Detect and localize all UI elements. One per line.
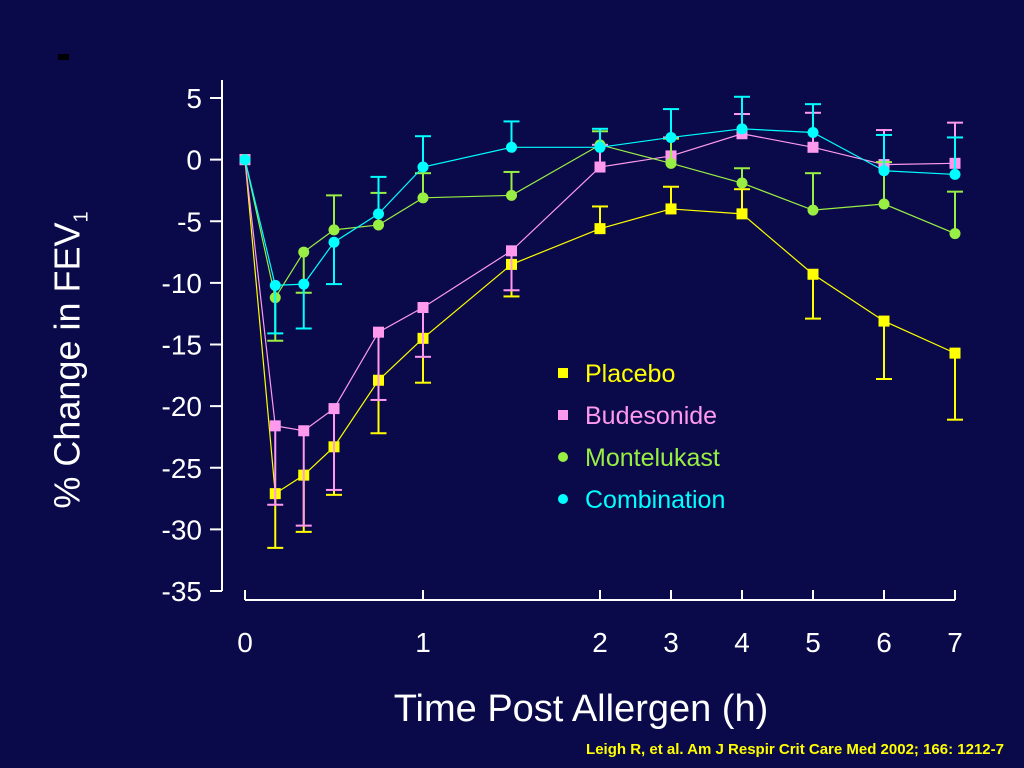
y-tick-label: -15 <box>162 330 202 361</box>
citation: Leigh R, et al. Am J Respir Crit Care Me… <box>586 741 1004 758</box>
data-point <box>949 228 961 240</box>
y-tick-label: -5 <box>177 206 202 237</box>
legend-label: Combination <box>585 486 725 514</box>
data-point <box>807 141 819 153</box>
data-point <box>594 223 606 235</box>
x-tick-label: 4 <box>734 627 750 658</box>
data-point <box>949 347 961 359</box>
legend-marker <box>558 452 568 462</box>
data-point <box>417 302 429 314</box>
data-point <box>736 123 748 135</box>
data-point <box>736 177 748 189</box>
legend-marker <box>558 410 568 420</box>
data-point <box>594 141 606 153</box>
x-tick-label: 2 <box>592 627 608 658</box>
y-axis-label-text: % Change in FEV <box>46 222 88 509</box>
data-point <box>594 161 606 173</box>
y-tick-label: -30 <box>162 514 202 545</box>
y-tick-label: 5 <box>186 83 202 114</box>
data-point <box>506 141 517 153</box>
x-tick-label: 5 <box>805 627 821 658</box>
data-point <box>878 198 890 210</box>
data-point <box>417 161 429 173</box>
data-point <box>298 425 310 437</box>
data-point <box>269 279 281 291</box>
data-point <box>328 224 340 236</box>
data-point <box>807 268 819 280</box>
data-point <box>298 246 310 258</box>
corner-dash <box>58 54 69 60</box>
x-tick-label: 3 <box>663 627 679 658</box>
data-point <box>417 192 429 204</box>
data-point <box>665 131 677 143</box>
y-tick-label: -10 <box>162 268 202 299</box>
x-axis-label: Time Post Allergen (h) <box>393 688 769 730</box>
data-point <box>949 168 961 180</box>
data-point <box>807 204 819 216</box>
data-point <box>506 245 517 257</box>
data-point <box>807 127 819 139</box>
data-point <box>373 208 384 220</box>
y-axis-label: % Change in FEV1 <box>46 211 93 508</box>
x-tick-label: 1 <box>415 627 431 658</box>
legend-marker <box>558 494 568 504</box>
y-tick-label: -20 <box>162 391 202 422</box>
y-axis-label-subscript: 1 <box>70 211 93 223</box>
x-tick-label: 7 <box>947 627 963 658</box>
legend-label: Budesonide <box>585 402 717 430</box>
data-point <box>328 236 340 248</box>
data-point <box>328 403 340 415</box>
y-tick-label: -35 <box>162 576 202 607</box>
data-point <box>665 203 677 215</box>
data-point <box>373 219 384 231</box>
y-tick-label: 0 <box>186 145 202 176</box>
legend-label: Placebo <box>585 360 675 388</box>
data-point <box>506 189 517 201</box>
data-point <box>373 326 384 338</box>
legend-marker <box>558 368 568 378</box>
y-tick-label: -25 <box>162 453 202 484</box>
data-point <box>878 315 890 327</box>
data-point <box>736 208 748 220</box>
x-tick-label: 6 <box>876 627 892 658</box>
data-point <box>665 157 677 169</box>
x-tick-label: 0 <box>237 627 253 658</box>
legend-label: Montelukast <box>585 444 720 472</box>
data-point <box>298 278 310 290</box>
data-point <box>878 165 890 177</box>
y-axis-label-wrap: % Change in FEV1 <box>30 120 110 600</box>
data-point <box>239 154 251 166</box>
data-point <box>269 420 281 432</box>
